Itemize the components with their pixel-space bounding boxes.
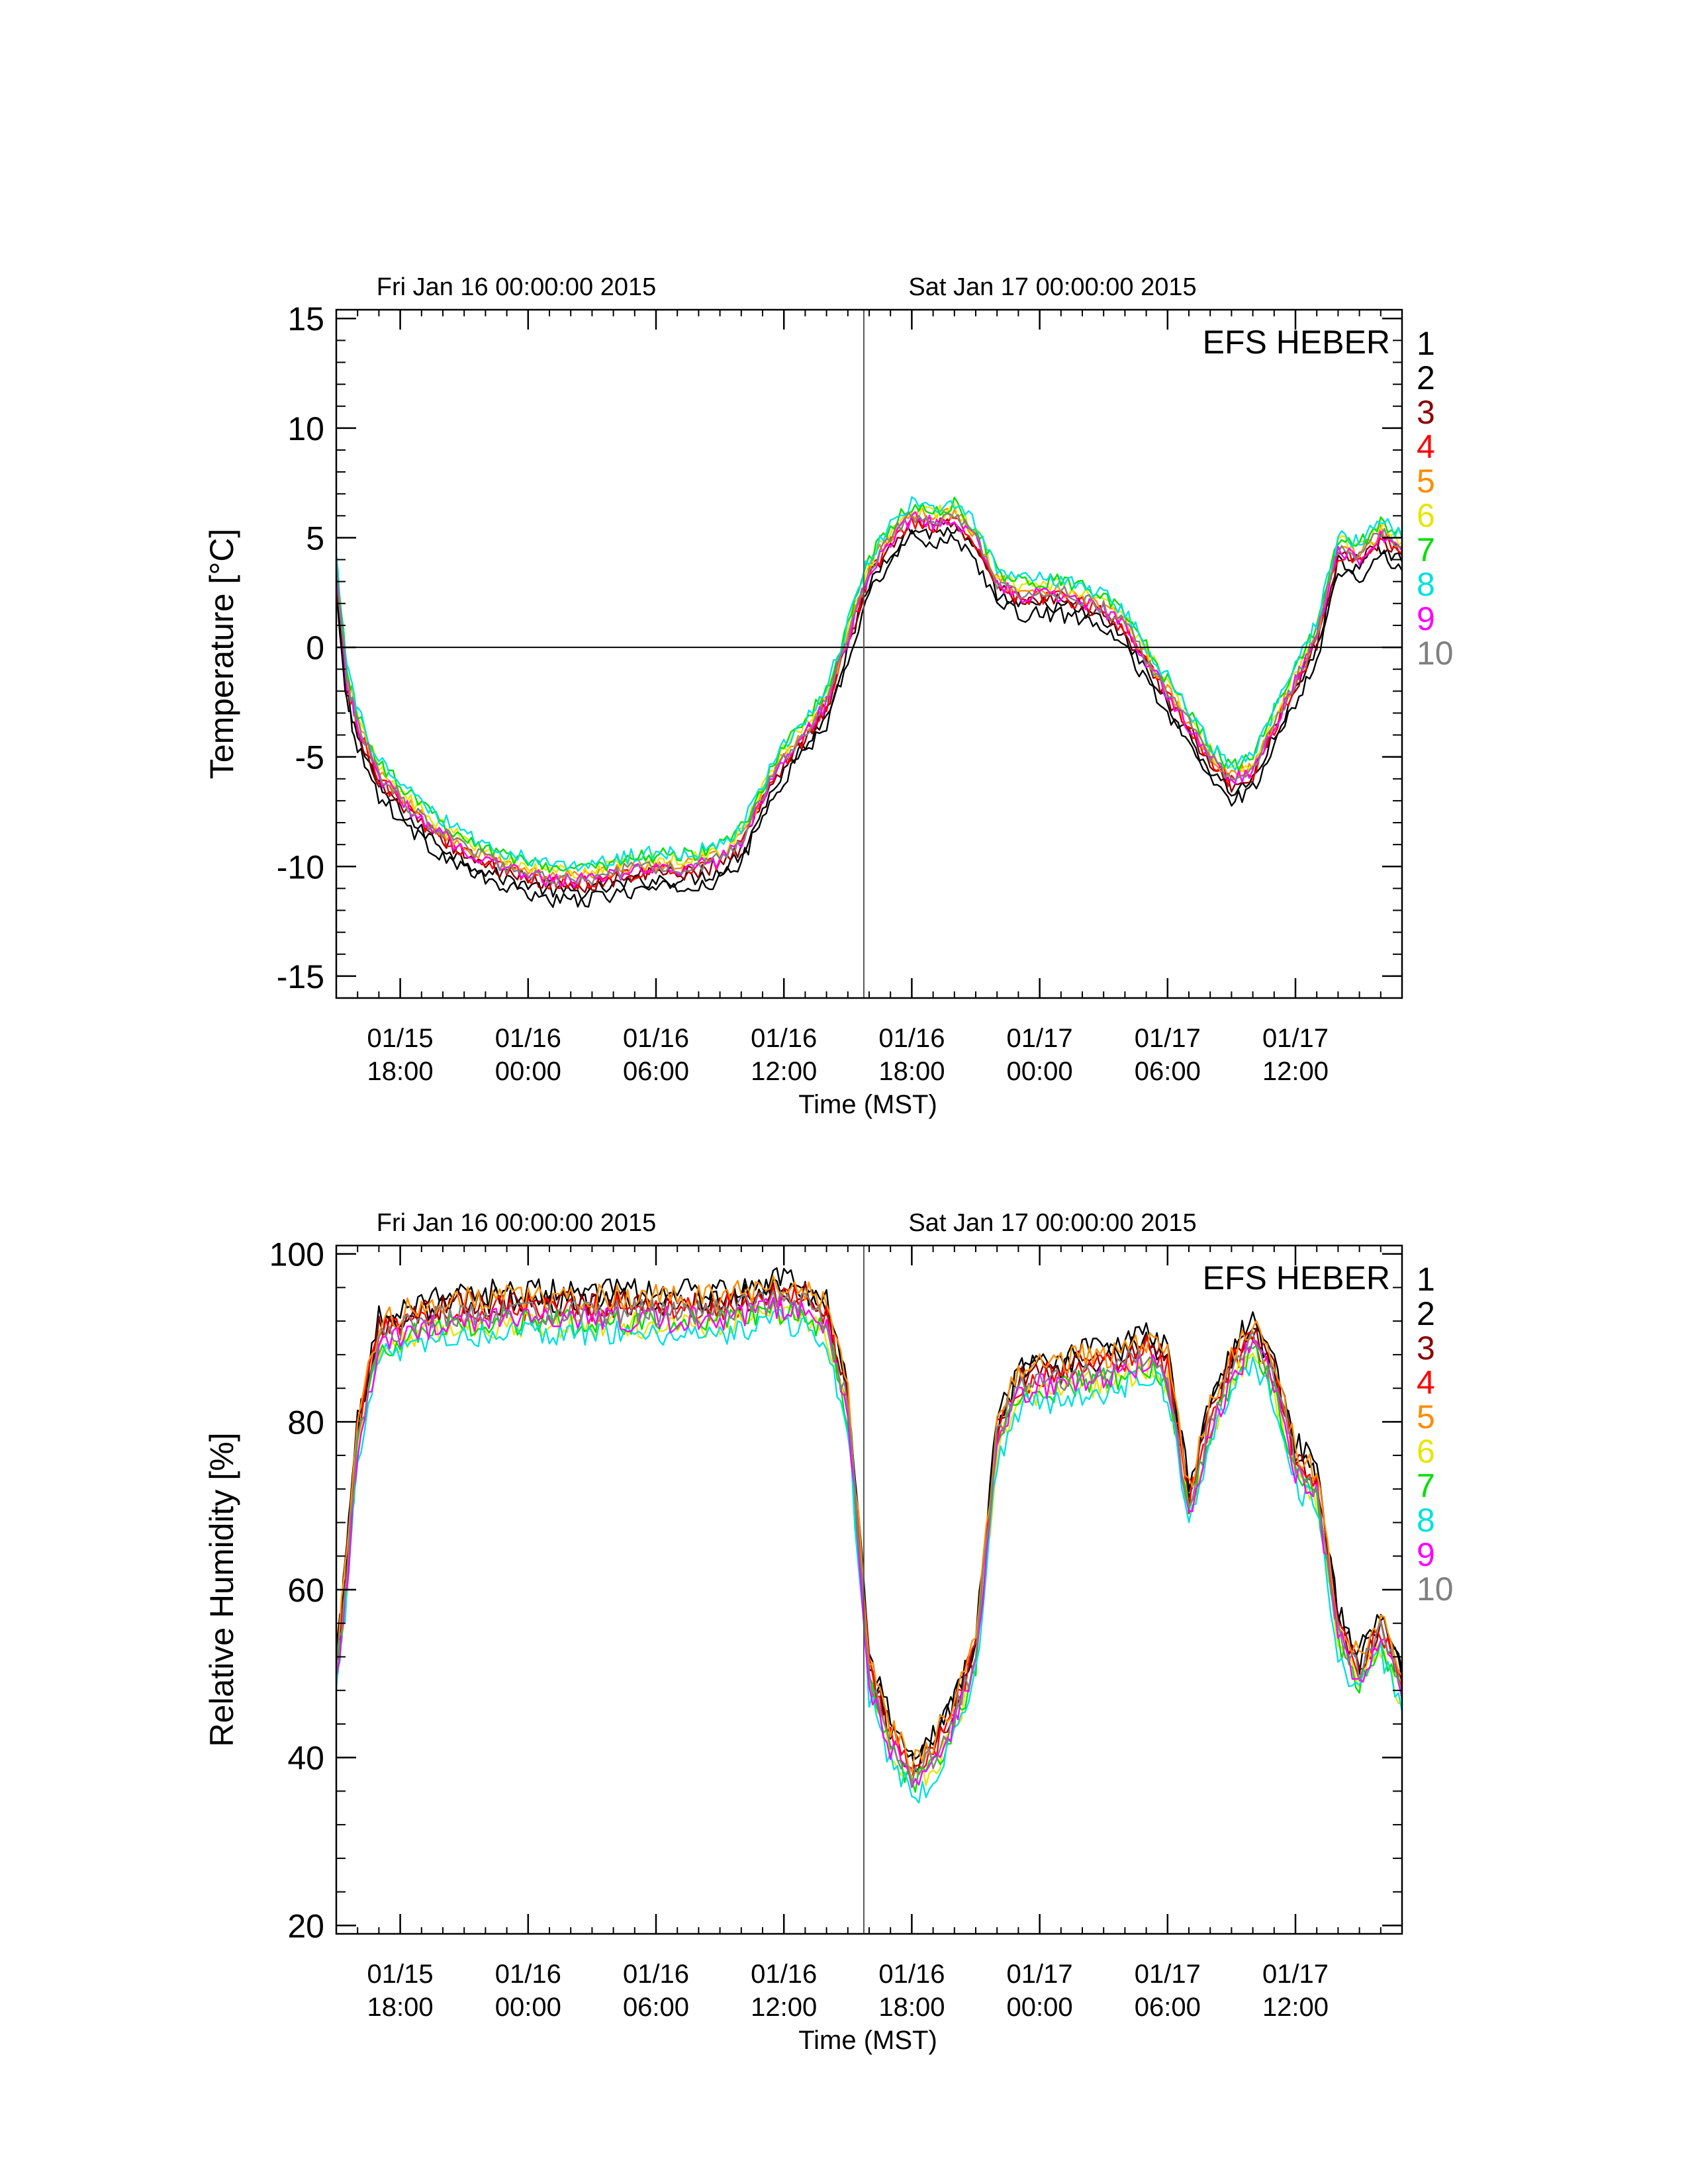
legend-entry: 4 — [1417, 428, 1435, 465]
series-2-line — [336, 529, 1402, 908]
x-tick-date-label: 01/17 — [1135, 1024, 1201, 1053]
x-tick-date-label: 01/17 — [1007, 1960, 1073, 1989]
x-tick-date-label: 01/15 — [367, 1960, 434, 1989]
legend-entry: 2 — [1417, 359, 1435, 396]
x-tick-date-label: 01/16 — [751, 1960, 817, 1989]
x-tick-date-label: 01/17 — [1262, 1960, 1329, 1989]
x-tick-time-label: 18:00 — [878, 1057, 945, 1086]
legend-entry: 5 — [1417, 1398, 1435, 1435]
temperature-panel: -15-10-505101501/1518:0001/1600:0001/160… — [203, 273, 1454, 1119]
x-tick-time-label: 06:00 — [1135, 1993, 1201, 2022]
y-tick-label: -5 — [295, 739, 324, 776]
x-tick-time-label: 18:00 — [878, 1993, 945, 2022]
x-tick-time-label: 12:00 — [751, 1057, 817, 1086]
legend-entry: 10 — [1417, 635, 1454, 672]
legend-entry: 9 — [1417, 600, 1435, 637]
x-tick-date-label: 01/16 — [751, 1024, 817, 1053]
station-label: EFS HEBER — [1203, 324, 1390, 361]
top-date-label: Fri Jan 16 00:00:00 2015 — [377, 1209, 657, 1237]
x-axis-title: Time (MST) — [798, 2026, 937, 2055]
x-tick-time-label: 00:00 — [495, 1993, 561, 2022]
series-9-line — [336, 1296, 1402, 1788]
y-tick-label: 20 — [287, 1907, 324, 1944]
series-10-line — [336, 512, 1402, 886]
x-tick-time-label: 00:00 — [1007, 1993, 1073, 2022]
legend-entry: 7 — [1417, 531, 1435, 569]
legend-entry: 1 — [1417, 325, 1435, 362]
series-10-line — [336, 1290, 1402, 1787]
y-tick-label: 80 — [287, 1404, 324, 1441]
x-tick-time-label: 12:00 — [751, 1993, 817, 2022]
x-tick-date-label: 01/16 — [495, 1024, 561, 1053]
x-axis-title: Time (MST) — [798, 1090, 937, 1119]
legend-entry: 10 — [1417, 1570, 1454, 1608]
x-tick-date-label: 01/16 — [495, 1960, 561, 1989]
series-6-line — [336, 502, 1402, 879]
legend-entry: 4 — [1417, 1364, 1435, 1401]
x-tick-time-label: 18:00 — [367, 1993, 434, 2022]
x-tick-time-label: 18:00 — [367, 1057, 434, 1086]
x-tick-time-label: 00:00 — [1007, 1057, 1073, 1086]
x-tick-date-label: 01/17 — [1262, 1024, 1329, 1053]
x-tick-time-label: 12:00 — [1262, 1993, 1329, 2022]
y-tick-label: 5 — [306, 520, 324, 557]
legend-entry: 3 — [1417, 1330, 1435, 1367]
series-6-line — [336, 1302, 1402, 1786]
x-tick-date-label: 01/16 — [623, 1960, 689, 1989]
legend-entry: 7 — [1417, 1467, 1435, 1504]
station-label: EFS HEBER — [1203, 1259, 1390, 1297]
y-tick-label: -15 — [277, 958, 324, 995]
plot-frame — [335, 308, 1403, 999]
y-tick-label: 10 — [287, 410, 324, 447]
x-tick-time-label: 12:00 — [1262, 1057, 1329, 1086]
x-tick-time-label: 00:00 — [495, 1057, 561, 1086]
x-tick-date-label: 01/17 — [1007, 1024, 1073, 1053]
y-tick-label: 60 — [287, 1572, 324, 1609]
y-tick-label: 40 — [287, 1740, 324, 1777]
y-axis-title: Temperature [°C] — [203, 529, 240, 779]
top-date-label: Fri Jan 16 00:00:00 2015 — [377, 273, 657, 301]
x-tick-time-label: 06:00 — [623, 1993, 689, 2022]
series-3-line — [336, 516, 1402, 893]
legend-entry: 6 — [1417, 497, 1435, 534]
x-tick-date-label: 01/16 — [878, 1960, 945, 1989]
x-tick-date-label: 01/16 — [878, 1024, 945, 1053]
legend-entry: 5 — [1417, 463, 1435, 500]
humidity-panel: 20 40 60 80 100 01/15 18:00 01/16 00:00 01/16 06:0… — [203, 1209, 1454, 2055]
y-tick-label: 0 — [306, 629, 324, 666]
legend-entry: 9 — [1417, 1536, 1435, 1573]
y-tick-label: -10 — [277, 848, 324, 886]
y-tick-label: 100 — [269, 1236, 324, 1273]
legend-entry: 2 — [1417, 1295, 1435, 1332]
legend-entry: 8 — [1417, 566, 1435, 603]
series-9-line — [336, 511, 1402, 889]
top-date-label: Sat Jan 17 00:00:00 2015 — [908, 1209, 1196, 1237]
series-5-line — [336, 1275, 1402, 1773]
legend-entry: 8 — [1417, 1502, 1435, 1539]
x-tick-time-label: 06:00 — [623, 1057, 689, 1086]
x-tick-time-label: 06:00 — [1135, 1057, 1201, 1086]
series-1-line — [336, 525, 1402, 900]
series-8-line — [336, 1308, 1402, 1804]
legend-entry: 6 — [1417, 1433, 1435, 1470]
x-tick-date-label: 01/17 — [1135, 1960, 1201, 1989]
top-date-label: Sat Jan 17 00:00:00 2015 — [908, 273, 1196, 301]
legend-entry: 1 — [1417, 1261, 1435, 1298]
x-tick-date-label: 01/15 — [367, 1024, 434, 1053]
y-tick-label: 15 — [287, 300, 324, 338]
series-7-line — [336, 496, 1402, 874]
y-axis-title: Relative Humidity [%] — [203, 1432, 240, 1747]
legend-entry: 3 — [1417, 394, 1435, 431]
series-8-line — [336, 496, 1402, 872]
x-tick-date-label: 01/16 — [623, 1024, 689, 1053]
